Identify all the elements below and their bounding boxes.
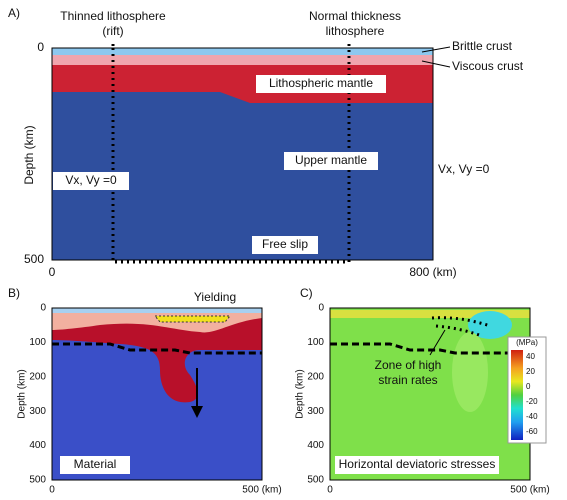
colorbar-tick-label: 20 — [526, 367, 535, 376]
colorbar-unit: (MPa) — [516, 338, 538, 347]
panel-label: B) — [8, 286, 20, 300]
annotation: Free slip — [262, 237, 308, 251]
annotation: Brittle crust — [452, 39, 513, 53]
colorbar — [511, 350, 523, 440]
y-tick-label: 100 — [307, 337, 324, 348]
panel-label: A) — [8, 6, 20, 20]
annotation: lithosphere — [326, 24, 385, 38]
panel-c: C) Zone of high strain rates Horizontal … — [295, 286, 550, 495]
x-tick-label: 0 — [49, 265, 56, 279]
annotation: Vx, Vy =0 — [65, 173, 117, 187]
brittle-crust-layer — [52, 48, 433, 55]
annotation: strain rates — [378, 373, 437, 387]
colorbar-tick-label: -20 — [526, 397, 538, 406]
y-axis-label: Depth (km) — [22, 125, 36, 184]
y-tick-label: 0 — [37, 40, 44, 54]
x-tick-label: 0 — [327, 485, 333, 496]
annotation: Upper mantle — [295, 153, 367, 167]
annotation: Normal thickness — [309, 9, 401, 23]
x-tick-label: 800 (km) — [409, 265, 456, 279]
colorbar-tick-label: 0 — [526, 382, 531, 391]
annotation: Zone of high — [375, 358, 442, 372]
colorbar-tick-label: 40 — [526, 352, 535, 361]
boundary-dots — [113, 42, 349, 46]
y-tick-label: 500 — [29, 475, 46, 486]
annotation: Lithospheric mantle — [269, 76, 373, 90]
y-tick-label: 500 — [24, 252, 44, 266]
annotation: Thinned lithosphere — [60, 9, 166, 23]
annotation: Viscous crust — [452, 59, 524, 73]
y-tick-label: 0 — [40, 303, 46, 314]
annotation: Yielding — [194, 290, 236, 304]
caption: Material — [74, 457, 117, 471]
y-axis-label: Depth (km) — [17, 369, 28, 418]
y-tick-label: 200 — [307, 371, 324, 382]
panel-a: A) Thinned lithosphere (rift) Normal thi… — [8, 6, 524, 279]
annotation: Vx, Vy =0 — [438, 162, 490, 176]
y-tick-label: 500 — [307, 475, 324, 486]
panel-label: C) — [300, 286, 313, 300]
y-tick-label: 300 — [29, 406, 46, 417]
y-tick-label: 100 — [29, 337, 46, 348]
brittle-field — [52, 308, 262, 313]
colorbar-tick-label: -40 — [526, 412, 538, 421]
figure: A) Thinned lithosphere (rift) Normal thi… — [0, 0, 567, 500]
caption: Horizontal deviatoric stresses — [339, 457, 496, 471]
y-axis-label: Depth (km) — [295, 369, 306, 418]
viscous-crust-layer — [52, 55, 433, 65]
colorbar-tick-label: -60 — [526, 427, 538, 436]
stress-field — [452, 332, 488, 412]
x-tick-label: 500 (km) — [510, 485, 549, 496]
x-tick-label: 0 — [49, 485, 55, 496]
yielding-zone — [155, 316, 230, 322]
y-tick-label: 300 — [307, 406, 324, 417]
y-tick-label: 400 — [29, 440, 46, 451]
annotation: (rift) — [102, 24, 123, 38]
y-tick-label: 200 — [29, 371, 46, 382]
y-tick-label: 400 — [307, 440, 324, 451]
y-tick-label: 0 — [318, 303, 324, 314]
x-tick-label: 500 (km) — [242, 485, 281, 496]
